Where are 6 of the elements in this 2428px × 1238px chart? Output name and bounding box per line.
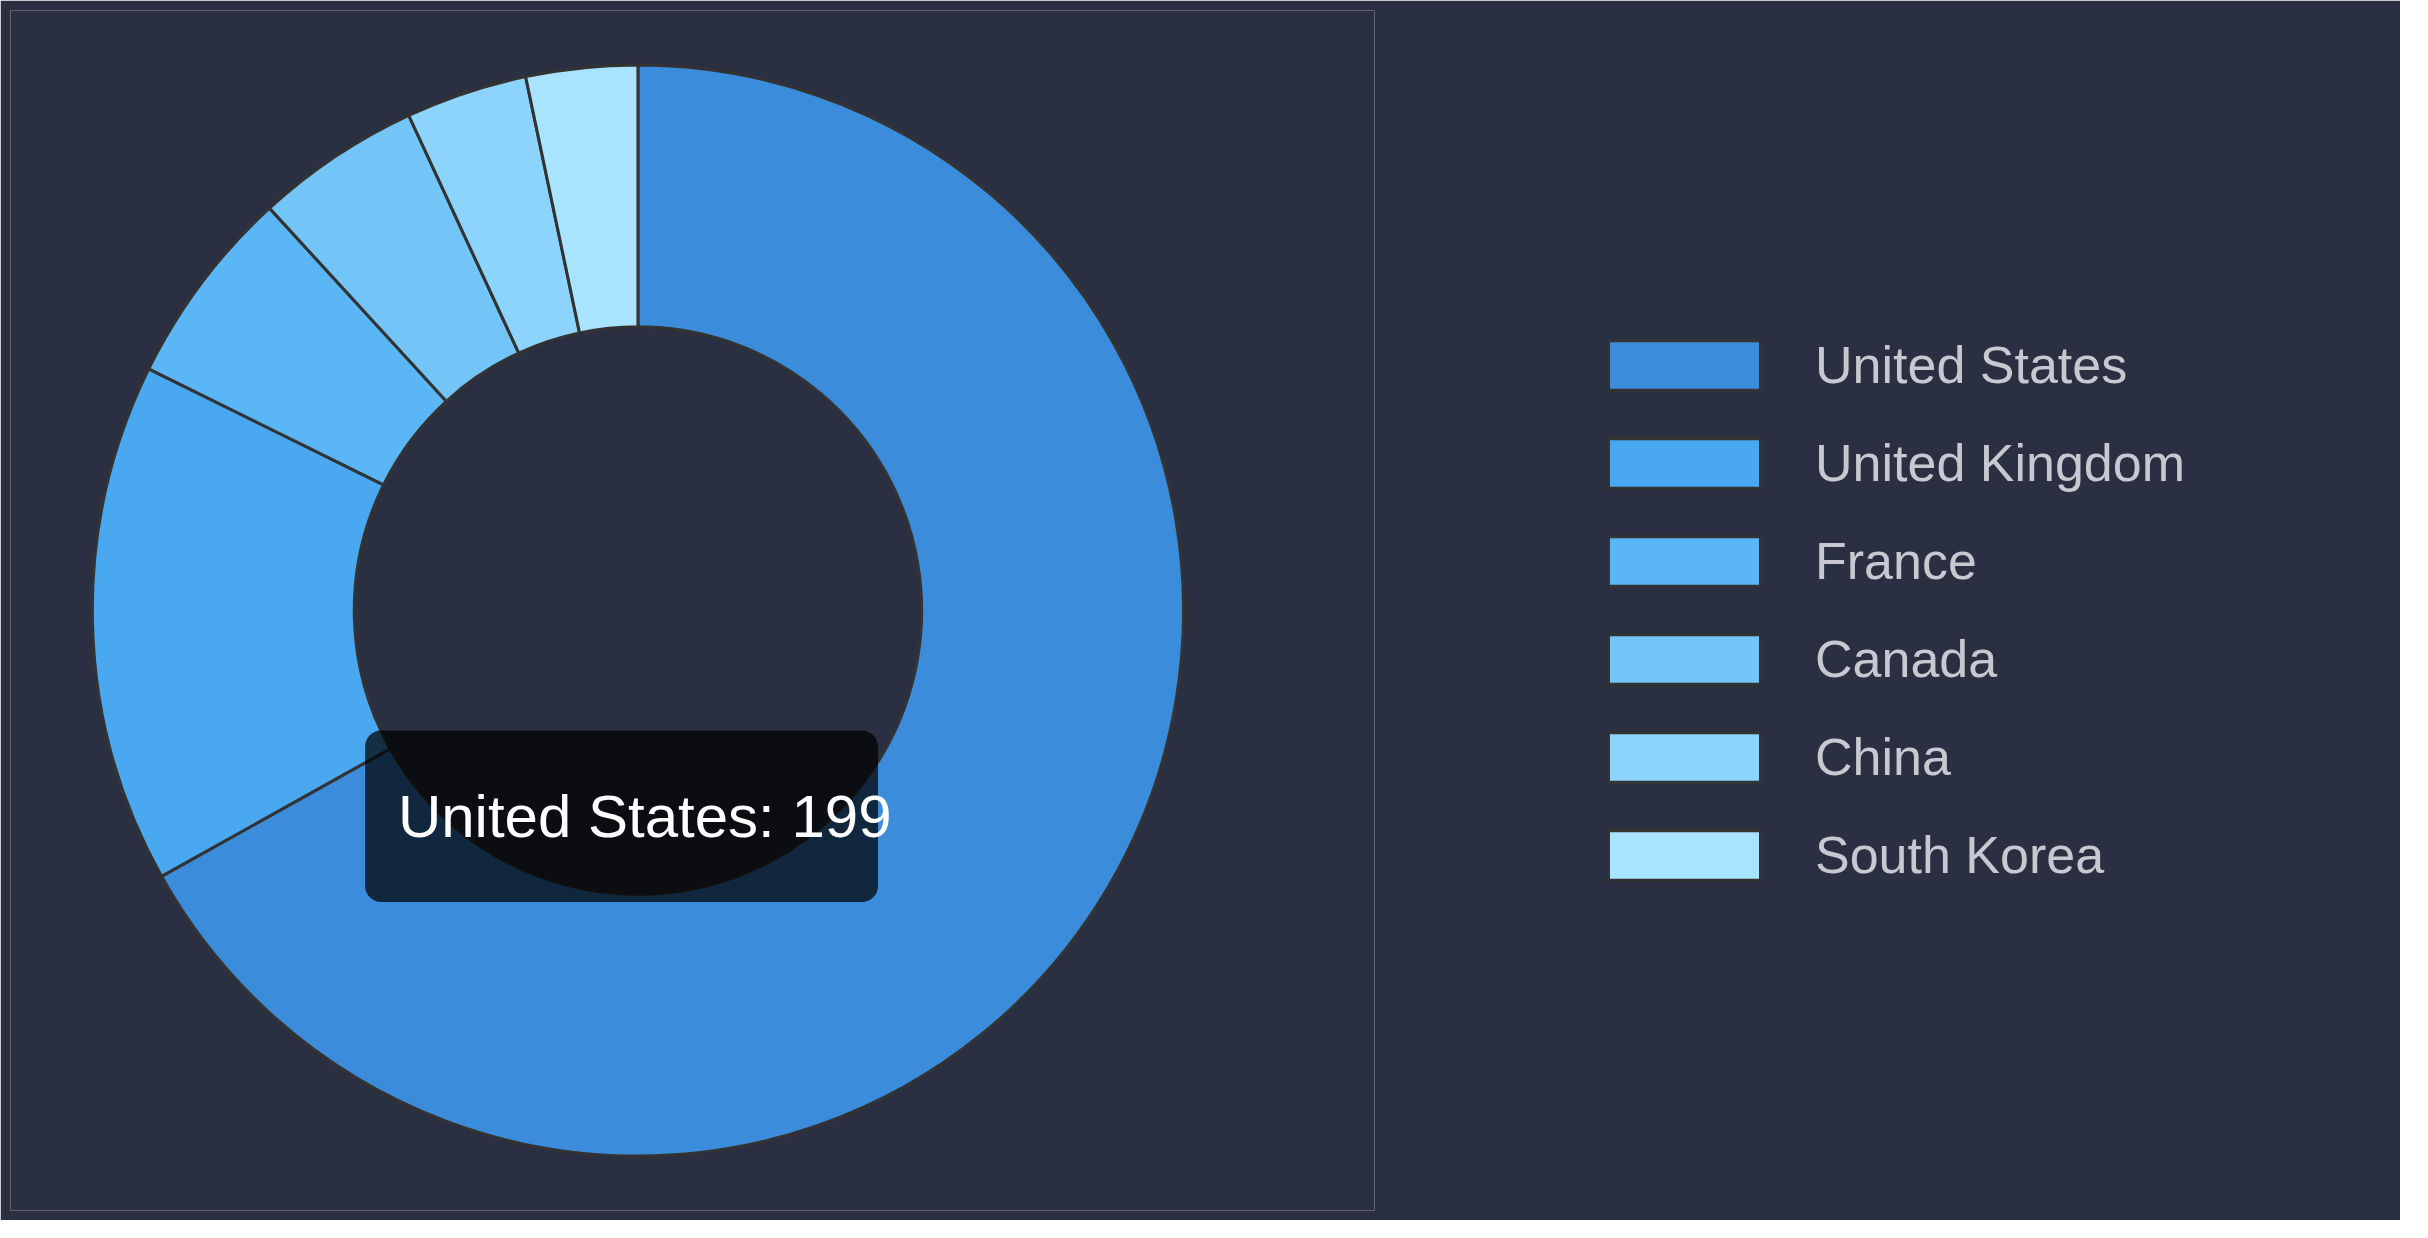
legend-label: United States <box>1815 335 2128 395</box>
legend-label: China <box>1815 727 1951 787</box>
legend-label: United Kingdom <box>1815 433 2185 493</box>
legend-label: France <box>1815 531 1977 591</box>
legend-label: South Korea <box>1815 825 2105 885</box>
legend-label: Canada <box>1815 629 1998 689</box>
